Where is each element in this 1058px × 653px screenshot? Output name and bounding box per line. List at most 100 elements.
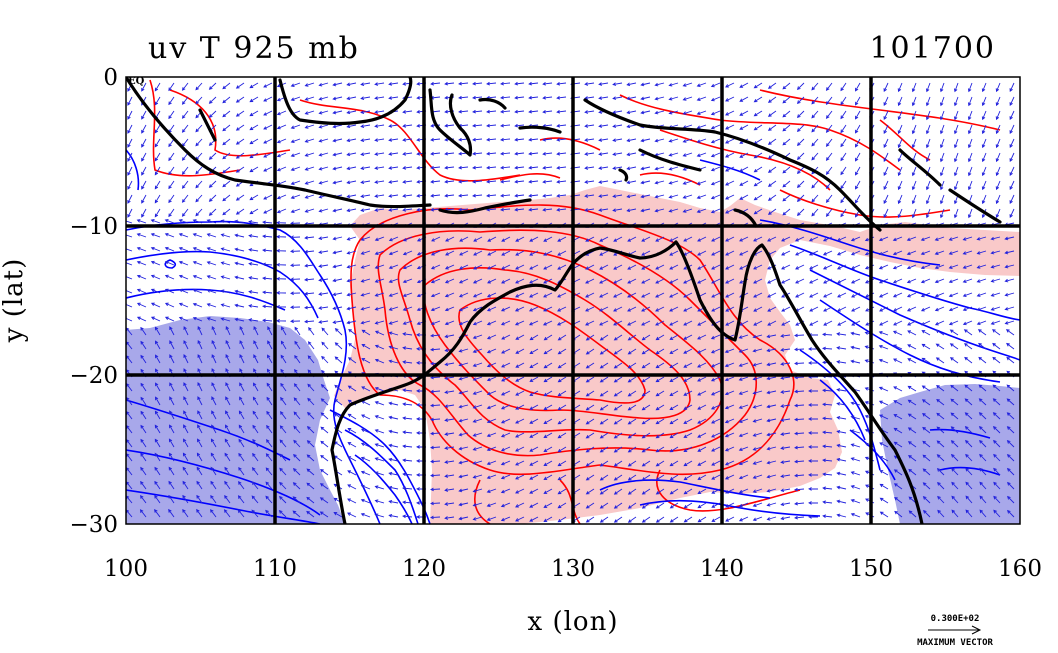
wind-vector [883,152,889,163]
wind-vector [515,474,525,480]
wind-vector [183,354,189,364]
wind-vector [978,426,987,434]
wind-vector [238,466,245,476]
wind-vector [936,468,945,476]
wind-vector [925,180,931,191]
wind-vector [837,278,847,284]
wind-vector [239,396,245,406]
wind-vector [458,502,469,507]
wind-vector [430,306,441,312]
wind-vector [879,497,889,504]
wind-vector [197,396,203,406]
wind-vector [127,208,133,218]
wind-vector [907,358,917,364]
wind-vector [501,376,511,382]
wind-vector [374,236,385,242]
wind-vector [332,278,343,283]
wind-vector [950,440,959,448]
wind-vector [155,382,161,392]
wind-vector [696,208,707,213]
wind-vector [235,138,245,145]
x-axis-label: x (lon) [528,607,619,637]
wind-vector [304,82,315,87]
wind-vector [360,152,371,157]
wind-vector [543,278,553,284]
wind-vector [794,389,805,394]
wind-vector [360,110,371,115]
wind-vector [225,396,231,406]
wind-vector [883,110,889,121]
wind-vector [360,124,371,129]
wind-vector [208,110,217,118]
wind-vector [237,509,245,518]
wind-vector [808,236,819,242]
vector-key-caption: MAXIMUM VECTOR [917,638,993,648]
wind-vector [925,110,931,121]
wind-vector [585,320,595,326]
wind-vector [599,320,609,326]
wind-vector [307,355,315,364]
wind-vector [136,288,147,294]
wind-vector [360,498,371,504]
wind-vector [444,390,455,394]
wind-vector [995,124,1001,135]
wind-vector [626,166,637,171]
wind-vector [640,166,651,171]
wind-vector [388,306,399,311]
wind-vector [1009,82,1015,93]
wind-vector [752,488,763,493]
chart-title-left: uv T 925 mb [148,31,360,66]
wind-vector [197,339,203,350]
wind-vector [822,332,833,337]
wind-vector [402,306,413,311]
wind-vector [669,250,679,256]
wind-vector [265,509,273,518]
wind-vector [711,446,721,452]
wind-vector [939,96,945,107]
wind-vector [962,292,973,298]
wind-vector [332,96,343,101]
wind-vector [304,208,315,213]
wind-vector [141,152,147,162]
wind-vector [127,138,133,148]
wind-vector [811,96,819,105]
wind-vector [290,235,301,240]
wind-vector [780,502,791,507]
wind-vector [753,124,763,131]
wind-vector [935,357,945,364]
wind-vector [306,468,315,476]
wind-vector [237,495,245,504]
wind-vector [906,278,917,284]
wind-vector [542,95,553,100]
wind-vector [346,180,357,185]
wind-vector [487,264,497,270]
wind-vector [682,138,693,143]
wind-vector [472,432,483,437]
wind-vector [473,264,483,270]
wind-vector [290,82,301,87]
wind-vector [234,289,245,294]
wind-vector [444,376,455,381]
wind-vector [965,453,973,462]
wind-vector [893,386,903,392]
wind-vector [696,194,707,199]
wind-vector [724,404,735,410]
wind-vector [725,82,735,88]
wind-vector [332,110,343,115]
wind-vector [599,488,609,495]
wind-vector [627,348,637,355]
wind-vector [655,320,665,326]
wind-vector [346,124,357,129]
wind-vector [879,456,889,462]
wind-vector [897,124,903,135]
wind-vector [599,334,609,341]
wind-vector [897,138,903,149]
wind-vector [585,418,595,425]
wind-vector [627,404,637,411]
wind-vector [921,330,931,336]
wind-vector [402,402,413,406]
wind-vector [855,180,861,190]
wind-vector [225,382,231,392]
wind-vector [850,401,861,406]
wind-vector [224,480,231,490]
